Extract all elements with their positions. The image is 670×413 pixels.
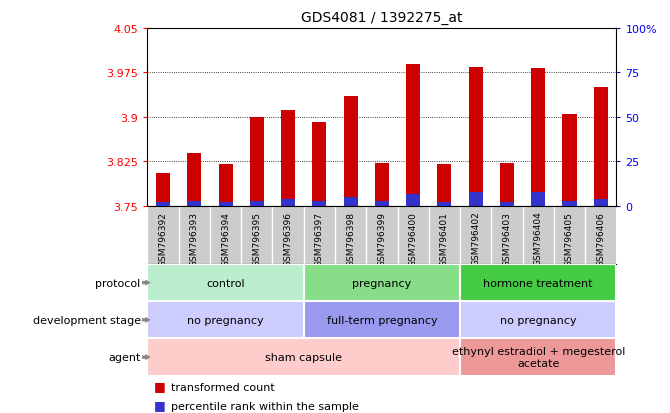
Bar [594, 88, 608, 206]
Bar [438, 165, 452, 206]
Bar [438, 203, 452, 206]
Text: ethynyl estradiol + megesterol
acetate: ethynyl estradiol + megesterol acetate [452, 347, 625, 368]
Bar [147, 339, 460, 376]
Bar [250, 118, 264, 206]
Bar [406, 194, 420, 206]
Text: GSM796401: GSM796401 [440, 211, 449, 266]
Bar [563, 115, 576, 206]
Text: no pregnancy: no pregnancy [500, 315, 577, 325]
Text: no pregnancy: no pregnancy [187, 315, 264, 325]
Text: GSM796402: GSM796402 [471, 211, 480, 266]
Text: ■: ■ [154, 398, 166, 411]
Text: GSM796397: GSM796397 [315, 211, 324, 266]
Text: GSM796394: GSM796394 [221, 211, 230, 266]
Text: GSM796395: GSM796395 [253, 211, 261, 266]
Bar [156, 174, 170, 206]
Bar [563, 201, 576, 206]
Bar [460, 301, 616, 339]
Bar [500, 164, 514, 206]
Bar [156, 203, 170, 206]
Text: percentile rank within the sample: percentile rank within the sample [171, 401, 358, 411]
Bar [187, 153, 201, 206]
Bar [281, 199, 295, 206]
Bar [281, 111, 295, 206]
Text: transformed count: transformed count [171, 382, 275, 392]
Text: GSM796403: GSM796403 [502, 211, 511, 266]
Bar [406, 64, 420, 206]
Text: pregnancy: pregnancy [352, 278, 411, 288]
Text: GSM796405: GSM796405 [565, 211, 574, 266]
Text: GSM796396: GSM796396 [283, 211, 293, 266]
Bar [468, 67, 482, 206]
Bar [375, 201, 389, 206]
Bar [531, 69, 545, 206]
Text: GSM796398: GSM796398 [346, 211, 355, 266]
Text: ■: ■ [154, 380, 166, 392]
Bar [460, 339, 616, 376]
Bar [218, 203, 232, 206]
Text: GSM796399: GSM796399 [377, 211, 387, 266]
Text: protocol: protocol [95, 278, 141, 288]
Bar [531, 192, 545, 206]
Bar [460, 264, 616, 301]
Bar [344, 97, 358, 206]
Bar [147, 301, 304, 339]
Text: GSM796392: GSM796392 [159, 211, 168, 266]
Bar [344, 197, 358, 206]
Bar [375, 164, 389, 206]
Bar [312, 122, 326, 206]
Text: hormone treatment: hormone treatment [484, 278, 593, 288]
Text: GSM796393: GSM796393 [190, 211, 199, 266]
Bar [250, 201, 264, 206]
Bar [312, 201, 326, 206]
Text: control: control [206, 278, 245, 288]
Bar [147, 264, 304, 301]
Bar [304, 264, 460, 301]
Text: GSM796404: GSM796404 [534, 211, 543, 266]
Bar [594, 199, 608, 206]
Text: GSM796406: GSM796406 [596, 211, 605, 266]
Text: sham capsule: sham capsule [265, 352, 342, 362]
Bar [218, 165, 232, 206]
Title: GDS4081 / 1392275_at: GDS4081 / 1392275_at [301, 11, 463, 25]
Text: full-term pregnancy: full-term pregnancy [326, 315, 438, 325]
Text: GSM796400: GSM796400 [409, 211, 417, 266]
Bar [304, 301, 460, 339]
Text: agent: agent [109, 352, 141, 362]
Bar [468, 192, 482, 206]
Bar [500, 203, 514, 206]
Bar [187, 201, 201, 206]
Text: development stage: development stage [33, 315, 141, 325]
